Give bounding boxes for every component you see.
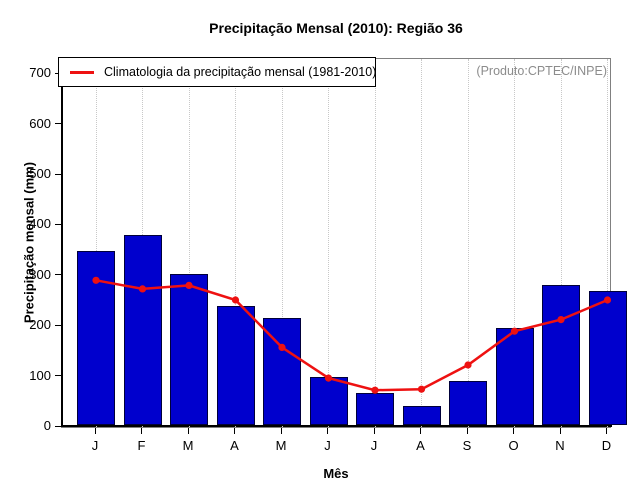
bar-J-5: [309, 377, 348, 425]
y-tick: [55, 173, 61, 175]
gridline: [235, 59, 236, 427]
y-tick: [55, 324, 61, 326]
x-tick: [559, 428, 561, 434]
x-tick-label: F: [137, 438, 146, 453]
x-tick: [420, 428, 421, 434]
product-annotation: (Produto:CPTEC/INPE): [476, 64, 607, 78]
x-tick-label: A: [230, 438, 239, 453]
x-tick-label: J: [324, 438, 331, 453]
gridline: [374, 59, 376, 427]
bar-A-3: [216, 306, 255, 425]
gridline: [95, 59, 97, 427]
y-tick-label: 400: [29, 216, 51, 232]
y-tick-label: 600: [29, 115, 51, 131]
chart-title: Precipitação Mensal (2010): Região 36: [209, 20, 463, 36]
bar-F-1: [123, 235, 162, 425]
bar-J-6: [356, 393, 394, 425]
bar-M-4: [263, 318, 301, 425]
bar-D-11: [588, 291, 627, 425]
bar-O-9: [495, 328, 534, 425]
bar-S-8: [449, 381, 487, 425]
x-tick: [280, 428, 282, 434]
bar-J-0: [77, 251, 115, 425]
y-tick-label: 300: [29, 266, 51, 282]
x-tick-label: S: [462, 438, 472, 453]
x-tick-label: D: [601, 438, 612, 453]
x-axis-label: Mês: [323, 466, 349, 481]
x-tick: [466, 428, 468, 434]
gridline: [188, 59, 190, 427]
y-tick-label: 100: [29, 367, 51, 383]
gridline: [607, 59, 608, 427]
gridline: [421, 59, 422, 427]
x-tick-label: O: [508, 438, 519, 453]
x-tick: [373, 428, 375, 434]
bar-M-2: [170, 274, 208, 425]
x-tick: [513, 428, 514, 434]
x-tick: [141, 428, 142, 434]
legend-label: Climatologia da precipitação mensal (198…: [104, 65, 377, 79]
x-tick-label: A: [416, 438, 425, 453]
y-tick: [55, 223, 61, 225]
y-tick: [55, 375, 61, 377]
legend-line-sample: [70, 70, 94, 74]
x-tick-label: J: [370, 438, 378, 453]
y-tick: [55, 425, 61, 427]
bar-A-7: [402, 406, 441, 425]
x-tick-label: M: [275, 438, 287, 453]
x-tick-label: M: [182, 438, 194, 453]
y-tick: [55, 274, 61, 276]
y-axis-line: [61, 59, 63, 427]
y-tick-label: 200: [29, 317, 51, 333]
gridline: [467, 59, 469, 427]
gridline: [328, 59, 329, 427]
y-tick-label: 500: [29, 166, 51, 181]
y-tick: [55, 123, 61, 125]
gridline: [560, 59, 562, 427]
x-tick: [187, 428, 189, 434]
y-tick-label: 700: [29, 65, 51, 81]
x-tick-label: J: [91, 438, 99, 453]
x-tick: [94, 428, 96, 434]
y-tick-label: 0: [43, 418, 51, 433]
x-tick-label: N: [555, 438, 565, 453]
bar-N-10: [542, 285, 580, 425]
gridline: [514, 59, 515, 427]
legend: Climatologia da precipitação mensal (198…: [58, 57, 376, 87]
x-tick: [606, 428, 607, 434]
x-axis-line: [61, 425, 612, 427]
plot-area: [61, 58, 627, 428]
x-tick: [234, 428, 235, 434]
x-tick: [327, 428, 328, 434]
gridline: [281, 59, 283, 427]
